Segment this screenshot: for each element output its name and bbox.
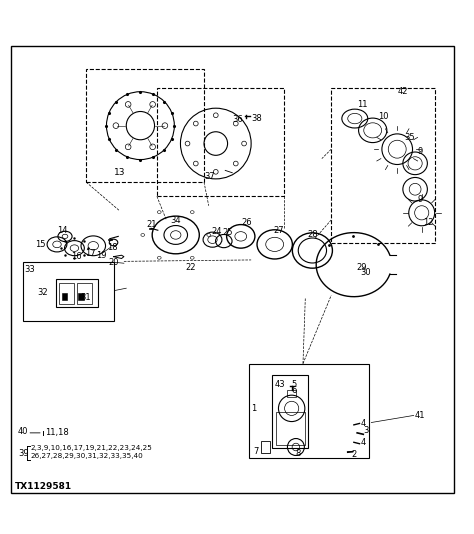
Text: 41: 41 <box>415 411 426 420</box>
Text: 12: 12 <box>423 218 434 227</box>
Bar <box>59 282 74 304</box>
Text: 17: 17 <box>85 249 96 258</box>
Bar <box>331 88 435 244</box>
Text: 38: 38 <box>251 114 262 123</box>
Text: 8: 8 <box>295 449 301 458</box>
Text: 27: 27 <box>274 226 284 235</box>
Bar <box>23 262 115 321</box>
Bar <box>77 282 92 304</box>
Text: 35: 35 <box>404 133 415 142</box>
Bar <box>62 293 67 300</box>
Bar <box>287 389 296 397</box>
Text: 15: 15 <box>36 240 46 249</box>
Text: 19: 19 <box>96 251 106 260</box>
Text: 9: 9 <box>417 147 422 156</box>
Text: 18: 18 <box>108 243 118 252</box>
Text: 3: 3 <box>363 426 369 435</box>
Text: 2,3,9,10,16,17,19,21,22,23,24,25: 2,3,9,10,16,17,19,21,22,23,24,25 <box>31 445 153 451</box>
Bar <box>273 375 308 449</box>
Text: 5: 5 <box>291 380 296 389</box>
Text: 4: 4 <box>360 419 366 428</box>
Text: 22: 22 <box>185 263 196 272</box>
Text: 11: 11 <box>357 100 368 109</box>
Text: 28: 28 <box>308 230 319 239</box>
Text: 26: 26 <box>242 218 252 227</box>
Text: 37: 37 <box>204 171 215 180</box>
Text: 21: 21 <box>146 220 157 229</box>
Text: 16: 16 <box>71 252 82 261</box>
Text: 26,27,28,29,30,31,32,33,35,40: 26,27,28,29,30,31,32,33,35,40 <box>31 453 143 459</box>
Bar <box>249 364 369 458</box>
Bar <box>261 442 270 453</box>
Text: 29: 29 <box>357 263 367 271</box>
Text: 39: 39 <box>18 449 28 458</box>
Text: 7: 7 <box>253 447 258 456</box>
Text: 20: 20 <box>109 258 119 267</box>
Bar <box>78 293 84 300</box>
Bar <box>86 69 204 182</box>
Text: 25: 25 <box>223 227 233 237</box>
Bar <box>276 412 305 445</box>
Text: 31: 31 <box>81 293 91 302</box>
Text: 33: 33 <box>24 265 35 274</box>
Text: 42: 42 <box>397 87 408 96</box>
Text: 30: 30 <box>360 268 371 277</box>
Text: 43: 43 <box>275 380 285 389</box>
Text: 9: 9 <box>417 195 422 204</box>
Text: 1: 1 <box>251 404 256 413</box>
Text: 11,18: 11,18 <box>45 428 69 437</box>
Text: 2: 2 <box>351 450 356 459</box>
Bar <box>157 88 284 197</box>
Text: 6: 6 <box>291 387 297 396</box>
Text: 13: 13 <box>114 168 125 177</box>
Text: 32: 32 <box>37 288 48 297</box>
Text: 36: 36 <box>232 115 243 124</box>
Text: 14: 14 <box>57 226 67 235</box>
Text: 10: 10 <box>378 112 389 121</box>
Text: 34: 34 <box>170 216 181 225</box>
Text: 24: 24 <box>211 227 221 235</box>
Bar <box>55 279 98 307</box>
Text: TX1129581: TX1129581 <box>15 482 72 491</box>
Text: 4: 4 <box>360 438 366 447</box>
Text: 40: 40 <box>18 427 28 436</box>
